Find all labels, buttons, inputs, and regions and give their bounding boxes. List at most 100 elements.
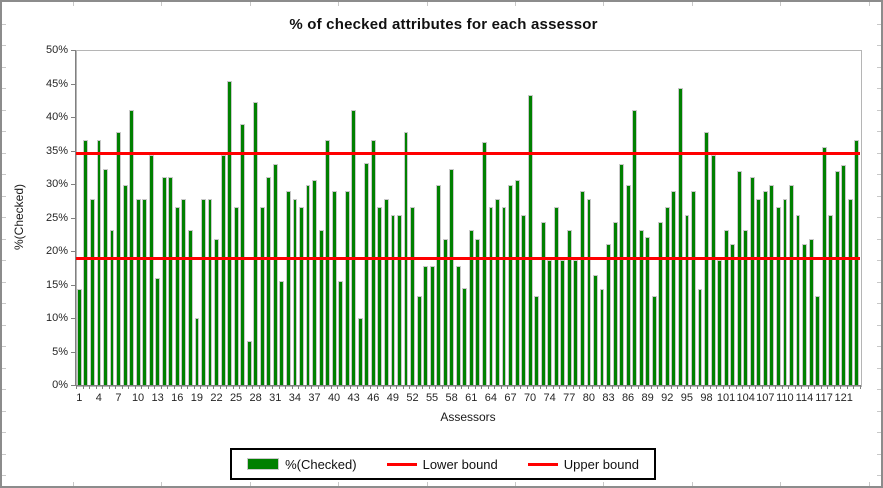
bar-assessor-4[interactable] [96,139,102,385]
bar-assessor-69[interactable] [521,214,527,385]
bar-assessor-72[interactable] [540,221,546,385]
bar-assessor-76[interactable] [566,229,572,385]
bar-assessor-105[interactable] [756,199,762,385]
bar-assessor-64[interactable] [488,206,494,385]
bar-assessor-12[interactable] [148,154,154,385]
bar-assessor-38[interactable] [318,229,324,385]
bar-assessor-52[interactable] [410,206,416,385]
bar-assessor-104[interactable] [749,177,755,385]
bar-assessor-87[interactable] [638,229,644,385]
bar-assessor-89[interactable] [651,295,657,385]
bar-assessor-92[interactable] [671,191,677,385]
bar-assessor-45[interactable] [364,162,370,385]
bar-assessor-46[interactable] [370,139,376,385]
bar-assessor-93[interactable] [677,88,683,385]
bar-assessor-5[interactable] [103,169,108,385]
bar-assessor-32[interactable] [279,281,285,385]
bar-assessor-90[interactable] [658,221,664,385]
bar-assessor-3[interactable] [89,199,95,385]
bar-assessor-113[interactable] [808,238,814,385]
bar-assessor-56[interactable] [436,184,442,385]
bar-assessor-40[interactable] [331,191,337,385]
bar-assessor-96[interactable] [697,289,703,385]
bar-assessor-9[interactable] [129,109,135,385]
bar-assessor-2[interactable] [83,139,89,385]
bar-assessor-19[interactable] [194,318,200,385]
legend-item-lower-bound[interactable]: Lower bound [386,457,498,472]
bar-assessor-55[interactable] [429,265,435,385]
bar-assessor-33[interactable] [285,191,291,385]
bar-assessor-34[interactable] [292,199,298,385]
bar-assessor-84[interactable] [619,163,625,385]
bar-assessor-106[interactable] [762,191,768,385]
bar-assessor-35[interactable] [299,206,304,385]
bar-assessor-83[interactable] [612,221,618,385]
bar-assessor-39[interactable] [325,139,331,385]
bar-assessor-111[interactable] [795,214,801,385]
bar-assessor-6[interactable] [109,229,115,385]
bar-assessor-48[interactable] [383,199,389,385]
bar-assessor-109[interactable] [782,199,788,385]
bar-assessor-18[interactable] [187,229,193,385]
bar-assessor-20[interactable] [201,199,206,385]
bar-assessor-99[interactable] [717,260,723,385]
bar-assessor-75[interactable] [560,260,566,385]
bar-assessor-81[interactable] [599,289,605,385]
bar-assessor-26[interactable] [240,124,246,385]
bar-assessor-91[interactable] [664,206,670,385]
bar-assessor-107[interactable] [769,184,775,385]
bar-assessor-62[interactable] [475,238,481,385]
bar-assessor-27[interactable] [246,340,252,385]
bar-assessor-70[interactable] [527,94,533,385]
bar-assessor-43[interactable] [351,109,357,385]
bar-assessor-31[interactable] [272,163,278,385]
bar-assessor-47[interactable] [377,206,383,385]
bar-assessor-59[interactable] [455,265,461,385]
bar-assessor-102[interactable] [736,170,742,385]
bar-assessor-101[interactable] [730,243,736,385]
bar-assessor-50[interactable] [397,214,402,385]
bar-assessor-119[interactable] [847,199,853,385]
bar-assessor-24[interactable] [227,80,233,385]
bar-assessor-108[interactable] [775,206,781,385]
bar-assessor-37[interactable] [312,179,318,385]
bar-assessor-23[interactable] [220,154,226,385]
bar-assessor-112[interactable] [802,243,808,385]
bar-assessor-30[interactable] [266,177,272,385]
bar-assessor-68[interactable] [514,179,520,385]
bar-assessor-114[interactable] [815,295,821,385]
legend-item-series[interactable]: %(Checked) [247,457,357,472]
bar-assessor-98[interactable] [710,154,716,385]
bar-assessor-71[interactable] [534,295,540,385]
bar-assessor-82[interactable] [606,243,612,385]
bar-assessor-77[interactable] [573,260,579,385]
bar-assessor-15[interactable] [168,177,174,385]
lower-bound-line[interactable] [76,256,860,260]
bar-assessor-57[interactable] [442,238,448,385]
bar-assessor-78[interactable] [579,191,585,385]
bar-assessor-60[interactable] [462,287,468,385]
bar-assessor-118[interactable] [841,164,847,385]
bar-assessor-17[interactable] [181,199,187,385]
bar-assessor-100[interactable] [723,229,729,385]
bar-assessor-58[interactable] [449,169,455,385]
bar-assessor-49[interactable] [390,214,396,385]
bar-assessor-28[interactable] [253,102,259,385]
bar-assessor-54[interactable] [423,265,429,385]
bar-assessor-74[interactable] [553,206,559,385]
bar-assessor-67[interactable] [508,184,514,385]
bar-assessor-88[interactable] [645,236,651,385]
bar-assessor-63[interactable] [481,141,487,385]
bar-assessor-85[interactable] [625,184,631,385]
bar-assessor-73[interactable] [547,260,553,385]
bar-assessor-95[interactable] [691,191,696,385]
bar-assessor-14[interactable] [161,177,167,385]
legend-item-upper-bound[interactable]: Upper bound [527,457,639,472]
bar-assessor-8[interactable] [122,184,128,385]
bar-assessor-29[interactable] [259,206,265,385]
bar-assessor-41[interactable] [338,281,344,385]
bar-assessor-103[interactable] [743,229,749,385]
bar-assessor-1[interactable] [76,289,82,385]
bar-assessor-22[interactable] [214,238,220,385]
bar-assessor-86[interactable] [632,109,638,385]
